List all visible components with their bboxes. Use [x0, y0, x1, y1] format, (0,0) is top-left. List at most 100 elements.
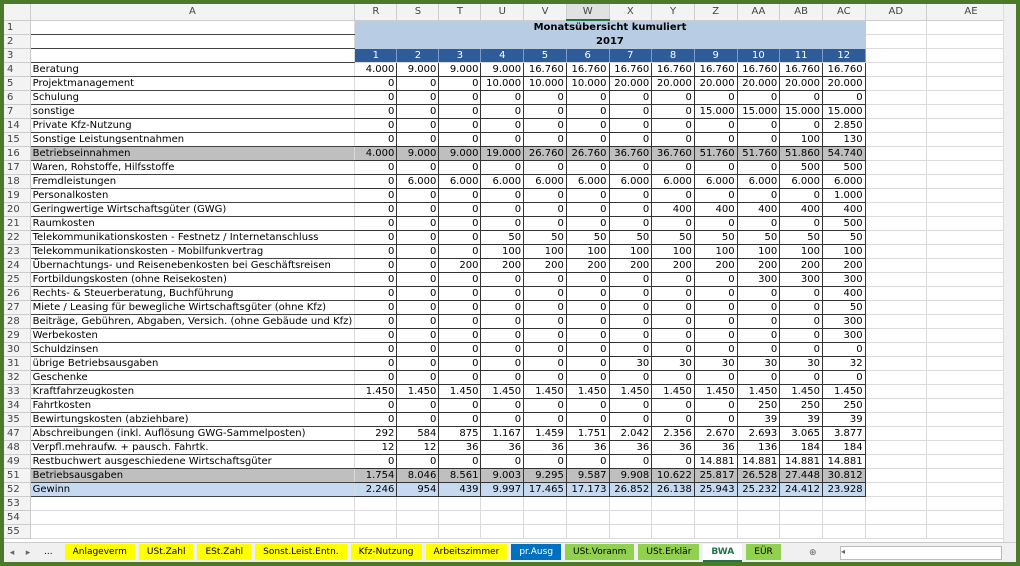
value-cell[interactable]: 0: [694, 328, 738, 343]
row-number[interactable]: 52: [4, 482, 31, 497]
column-header-a[interactable]: A: [30, 4, 356, 21]
row-label[interactable]: Abschreibungen (inkl. Auflösung GWG-Samm…: [30, 426, 356, 441]
value-cell[interactable]: 0: [651, 188, 695, 203]
value-cell[interactable]: 0: [354, 454, 398, 469]
row-number[interactable]: 53: [4, 496, 31, 511]
value-cell[interactable]: 0: [480, 90, 525, 105]
row-label[interactable]: Kraftfahrzeugkosten: [30, 384, 356, 399]
row-number[interactable]: 5: [4, 76, 31, 91]
value-cell[interactable]: 0: [480, 370, 525, 385]
value-cell[interactable]: 400: [822, 286, 866, 301]
row-number[interactable]: 54: [4, 510, 31, 525]
value-cell[interactable]: 0: [822, 342, 866, 357]
value-cell[interactable]: 9.000: [438, 146, 482, 161]
value-cell[interactable]: 0: [396, 216, 440, 231]
row-label[interactable]: Fahrtkosten: [30, 398, 356, 413]
sheet-tab[interactable]: BWA: [703, 544, 743, 562]
value-cell[interactable]: 0: [396, 104, 440, 119]
value-cell[interactable]: 1.000: [822, 188, 866, 203]
value-cell[interactable]: 300: [779, 272, 823, 287]
value-cell[interactable]: 15.000: [737, 104, 781, 119]
value-cell[interactable]: 0: [480, 286, 525, 301]
value-cell[interactable]: 100: [480, 244, 525, 259]
row-number[interactable]: 4: [4, 62, 31, 77]
value-cell[interactable]: 50: [523, 230, 567, 245]
value-cell[interactable]: 500: [779, 160, 823, 175]
value-cell[interactable]: 0: [438, 300, 482, 315]
value-cell[interactable]: 0: [480, 412, 525, 427]
sheet-tab[interactable]: Anlageverm: [64, 544, 135, 560]
value-cell[interactable]: 0: [438, 202, 482, 217]
value-cell[interactable]: 200: [523, 258, 567, 273]
value-cell[interactable]: 0: [609, 118, 653, 133]
empty-cell[interactable]: [865, 384, 927, 399]
column-header-aa[interactable]: AA: [737, 4, 781, 21]
value-cell[interactable]: 9.997: [480, 482, 525, 497]
month-header[interactable]: 8: [651, 48, 695, 63]
value-cell[interactable]: 0: [523, 286, 567, 301]
value-cell[interactable]: 1.459: [523, 426, 567, 441]
value-cell[interactable]: 0: [396, 90, 440, 105]
row-number[interactable]: 27: [4, 300, 31, 315]
value-cell[interactable]: 200: [651, 258, 695, 273]
value-cell[interactable]: 100: [694, 244, 738, 259]
value-cell[interactable]: 0: [438, 230, 482, 245]
value-cell[interactable]: 0: [566, 118, 610, 133]
value-cell[interactable]: 1.450: [480, 384, 525, 399]
sheet-tab[interactable]: USt.Voranm: [565, 544, 635, 560]
value-cell[interactable]: 0: [737, 314, 781, 329]
row-number[interactable]: 26: [4, 286, 31, 301]
value-cell[interactable]: 10.622: [651, 468, 695, 483]
value-cell[interactable]: 0: [480, 300, 525, 315]
row-number[interactable]: 3: [4, 48, 31, 63]
empty-cell[interactable]: [865, 202, 927, 217]
row-label[interactable]: Fremdleistungen: [30, 174, 356, 189]
value-cell[interactable]: 0: [438, 132, 482, 147]
value-cell[interactable]: 6.000: [566, 174, 610, 189]
column-header-t[interactable]: T: [438, 4, 482, 21]
value-cell[interactable]: 0: [354, 104, 398, 119]
value-cell[interactable]: 24.412: [779, 482, 823, 497]
value-cell[interactable]: 200: [737, 258, 781, 273]
value-cell[interactable]: 0: [438, 90, 482, 105]
empty-cell[interactable]: [566, 510, 610, 525]
value-cell[interactable]: 39: [779, 412, 823, 427]
value-cell[interactable]: 16.760: [822, 62, 866, 77]
sheet-tab[interactable]: ESt.Zahl: [197, 544, 252, 560]
empty-cell[interactable]: [865, 160, 927, 175]
value-cell[interactable]: 50: [822, 230, 866, 245]
value-cell[interactable]: 0: [609, 188, 653, 203]
value-cell[interactable]: 0: [354, 188, 398, 203]
value-cell[interactable]: 100: [523, 244, 567, 259]
value-cell[interactable]: 300: [822, 314, 866, 329]
value-cell[interactable]: 0: [609, 314, 653, 329]
empty-cell[interactable]: [865, 440, 927, 455]
value-cell[interactable]: 0: [609, 412, 653, 427]
value-cell[interactable]: 12: [354, 440, 398, 455]
value-cell[interactable]: 1.450: [438, 384, 482, 399]
value-cell[interactable]: 15.000: [694, 104, 738, 119]
value-cell[interactable]: 0: [694, 314, 738, 329]
value-cell[interactable]: 50: [566, 230, 610, 245]
empty-cell[interactable]: [865, 328, 927, 343]
value-cell[interactable]: 0: [651, 300, 695, 315]
month-header[interactable]: 9: [694, 48, 738, 63]
value-cell[interactable]: 0: [779, 342, 823, 357]
value-cell[interactable]: 50: [651, 230, 695, 245]
value-cell[interactable]: 0: [480, 188, 525, 203]
value-cell[interactable]: 0: [737, 90, 781, 105]
value-cell[interactable]: 20.000: [737, 76, 781, 91]
empty-cell[interactable]: [354, 496, 398, 511]
empty-cell[interactable]: [609, 524, 653, 539]
value-cell[interactable]: 400: [779, 202, 823, 217]
value-cell[interactable]: 0: [523, 356, 567, 371]
empty-cell[interactable]: [480, 524, 525, 539]
value-cell[interactable]: 14.881: [694, 454, 738, 469]
value-cell[interactable]: 0: [737, 300, 781, 315]
value-cell[interactable]: 0: [438, 370, 482, 385]
empty-cell[interactable]: [865, 244, 927, 259]
column-header-ad[interactable]: AD: [865, 4, 927, 21]
empty-cell[interactable]: [651, 510, 695, 525]
value-cell[interactable]: 0: [609, 300, 653, 315]
empty-cell[interactable]: [865, 48, 927, 63]
